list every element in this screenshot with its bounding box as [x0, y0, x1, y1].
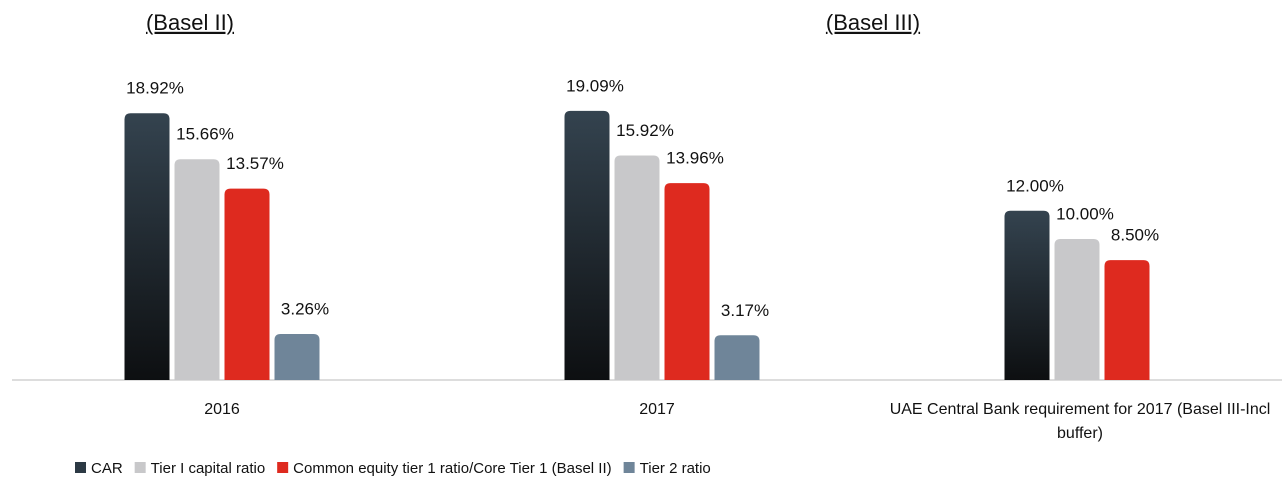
data-label: 13.57% [226, 154, 284, 173]
bar [1104, 260, 1150, 380]
legend-marker [623, 462, 635, 473]
legend-label: CAR [91, 460, 123, 477]
bar [1054, 239, 1100, 380]
data-label: 15.66% [176, 125, 234, 144]
x-tick-label: UAE Central Bank requirement for 2017 (B… [889, 401, 1271, 442]
bar [614, 155, 660, 380]
data-label: 19.09% [566, 76, 624, 95]
annotation: (Basel II) [146, 10, 234, 35]
bar [1004, 210, 1050, 380]
bar [174, 159, 220, 380]
data-label: 8.50% [1111, 226, 1159, 245]
legend-marker [134, 462, 146, 473]
data-label: 3.26% [281, 300, 329, 319]
data-label: 3.17% [721, 301, 769, 320]
legend-label: Common equity tier 1 ratio/Core Tier 1 (… [293, 460, 611, 477]
legend-marker [75, 462, 86, 473]
legend-label: Tier 2 ratio [640, 460, 711, 477]
data-label: 10.00% [1056, 204, 1114, 223]
data-label: 15.92% [616, 121, 674, 140]
x-tick-label: 2016 [204, 401, 240, 418]
x-tick-label: 2017 [639, 401, 675, 418]
legend-marker [277, 462, 289, 473]
bar [564, 110, 610, 381]
data-label: 12.00% [1006, 176, 1064, 195]
annotation: (Basel III) [826, 10, 920, 35]
bar [274, 334, 320, 380]
bar [664, 183, 710, 380]
bar [224, 188, 270, 380]
bar [124, 113, 170, 380]
data-label: 18.92% [126, 79, 184, 98]
bar [714, 335, 760, 380]
legend-label: Tier I capital ratio [151, 460, 266, 477]
data-label: 13.96% [666, 149, 724, 168]
